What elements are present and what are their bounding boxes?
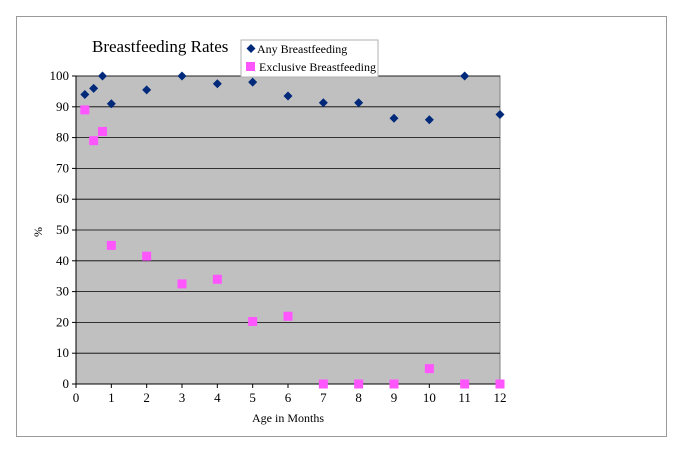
x-tick-labels: 0 1 2 3 4 5 6 7 8 9 10 11 12 xyxy=(73,390,507,405)
exclusive-breastfeeding-point xyxy=(318,379,328,389)
data-points xyxy=(80,71,505,389)
x-tick-label: 11 xyxy=(458,390,471,405)
legend-diamond-icon xyxy=(246,44,256,53)
chart-frame: 0 10 20 30 40 50 60 70 80 90 100 0 1 2 3 4 5 6 7 8 9 10 11 12 … xyxy=(16,16,667,437)
exclusive-breastfeeding-point xyxy=(89,136,99,146)
exclusive-breastfeeding-point xyxy=(142,251,152,261)
exclusive-breastfeeding-point xyxy=(389,379,399,389)
y-tick-label: 0 xyxy=(63,376,70,391)
y-tick-label: 30 xyxy=(56,284,69,299)
x-tick-label: 12 xyxy=(494,390,507,405)
exclusive-breastfeeding-point xyxy=(177,279,187,289)
legend: Any Breastfeeding Exclusive Breastfeedin… xyxy=(240,39,379,78)
exclusive-breastfeeding-point xyxy=(424,364,434,374)
x-tick-label: 3 xyxy=(179,390,186,405)
y-tick-label: 60 xyxy=(56,191,69,206)
any-breastfeeding-point xyxy=(212,79,222,89)
x-tick-label: 8 xyxy=(355,390,362,405)
y-axis-label: % xyxy=(31,227,45,237)
exclusive-breastfeeding-point xyxy=(80,105,90,115)
exclusive-breastfeeding-point xyxy=(212,274,222,284)
x-tick-label: 0 xyxy=(73,390,80,405)
any-breastfeeding-point xyxy=(248,77,258,87)
any-breastfeeding-point xyxy=(98,71,107,81)
any-breastfeeding-point xyxy=(460,71,470,81)
any-breastfeeding-point xyxy=(177,71,187,81)
any-breastfeeding-point xyxy=(106,99,116,109)
y-tick-label: 100 xyxy=(50,68,70,83)
y-tick-label: 20 xyxy=(56,314,69,329)
legend-label-any-breastfeeding: Any Breastfeeding xyxy=(257,42,347,56)
y-tick-label: 40 xyxy=(56,253,69,268)
x-tick-label: 5 xyxy=(249,390,256,405)
y-tick-labels: 0 10 20 30 40 50 60 70 80 90 100 xyxy=(50,68,70,391)
exclusive-breastfeeding-point xyxy=(354,379,364,389)
any-breastfeeding-point xyxy=(389,113,399,123)
x-tick-label: 4 xyxy=(214,390,221,405)
y-tick-label: 50 xyxy=(56,222,69,237)
y-tick-label: 70 xyxy=(56,160,69,175)
any-breastfeeding-point xyxy=(283,91,293,101)
legend-box xyxy=(240,39,379,78)
chart-title: Breastfeeding Rates xyxy=(92,37,228,56)
any-breastfeeding-point xyxy=(424,115,434,125)
legend-label-exclusive-breastfeeding: Exclusive Breastfeeding xyxy=(259,60,376,74)
legend-square-icon xyxy=(246,62,255,71)
y-tick-label: 80 xyxy=(56,130,69,145)
exclusive-breastfeeding-point xyxy=(495,379,505,389)
x-tick-label: 1 xyxy=(108,390,115,405)
exclusive-breastfeeding-point xyxy=(106,240,116,250)
x-tick-label: 2 xyxy=(143,390,150,405)
any-breastfeeding-point xyxy=(318,98,328,108)
any-breastfeeding-point xyxy=(495,110,505,119)
exclusive-breastfeeding-point xyxy=(460,379,470,389)
any-breastfeeding-point xyxy=(142,85,152,95)
exclusive-breastfeeding-point xyxy=(283,311,293,321)
exclusive-breastfeeding-point xyxy=(248,316,258,326)
y-tick-label: 90 xyxy=(56,99,69,114)
any-breastfeeding-point xyxy=(354,98,364,108)
x-tick-label: 7 xyxy=(320,390,327,405)
x-tick-label: 9 xyxy=(391,390,398,405)
x-tick-label: 10 xyxy=(423,390,436,405)
x-axis-label: Age in Months xyxy=(252,411,324,425)
y-tick-label: 10 xyxy=(56,345,69,360)
any-breastfeeding-point xyxy=(80,89,90,99)
any-breastfeeding-point xyxy=(89,83,99,93)
exclusive-breastfeeding-point xyxy=(98,126,107,136)
x-tick-label: 6 xyxy=(285,390,292,405)
